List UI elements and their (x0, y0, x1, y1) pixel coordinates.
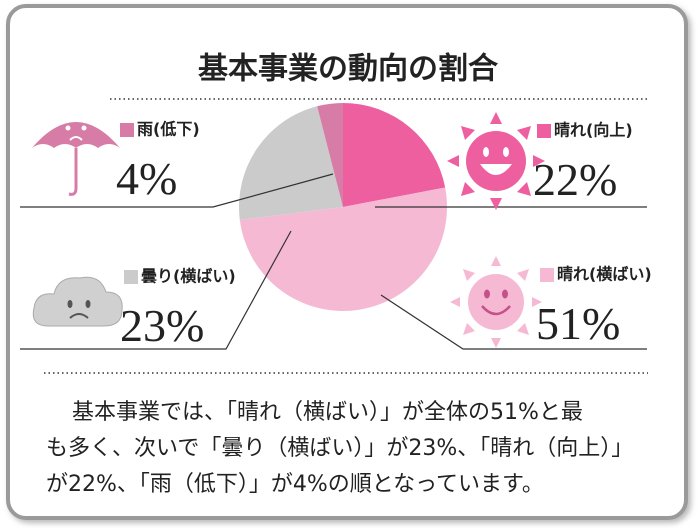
pie-slice (239, 187, 448, 312)
cloud-icon (32, 276, 123, 327)
legend-label: 晴れ(向上) (554, 121, 633, 140)
chart-title: 基本事業の動向の割合 (198, 52, 498, 87)
legend-label: 雨(低下) (137, 120, 200, 139)
light-sun-icon (450, 256, 542, 348)
value-label: 22% (533, 154, 617, 205)
umbrella-icon (32, 122, 120, 196)
description-line: も多く、次いで「曇り（横ばい）」が23%、「晴れ（向上）」 (46, 436, 633, 461)
leader-lines (20, 173, 647, 350)
description-line: が22%、「雨（低下）」が4%の順となっています。 (46, 472, 544, 497)
pie (239, 103, 448, 312)
legend-label: 曇り(横ばい) (141, 267, 236, 286)
value-label: 23% (120, 300, 204, 351)
legend-label: 晴れ(横ばい) (557, 265, 652, 284)
value-label: 51% (536, 298, 620, 349)
description: 基本事業では、「晴れ（横ばい）」が全体の51%と最も多く、次いで「曇り（横ばい）… (46, 400, 633, 497)
pie-slice (343, 103, 446, 207)
description-line: 基本事業では、「晴れ（横ばい）」が全体の51%と最 (72, 400, 583, 425)
pie-slice (239, 106, 343, 221)
legend-swatch (537, 124, 551, 138)
legend-swatch (120, 123, 134, 137)
legend-swatch (124, 270, 138, 284)
value-label: 4% (116, 153, 177, 204)
sun-icon (447, 112, 545, 210)
pie-slice (317, 103, 343, 207)
legend-swatch (540, 268, 554, 282)
